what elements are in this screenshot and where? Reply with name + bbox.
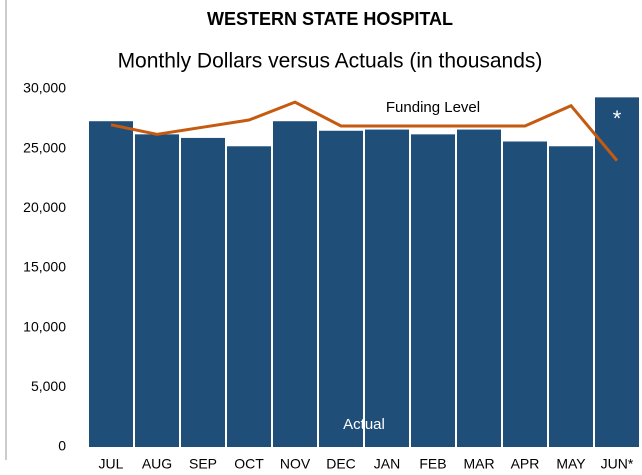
y-tick-label: 20,000 [23,199,66,215]
bar [135,134,179,447]
y-tick-label: 30,000 [23,80,66,96]
bar [273,121,317,447]
x-tick-label: JUL [99,456,124,472]
x-tick-label: MAR [463,456,494,472]
x-tick-label: NOV [280,456,311,472]
bar [549,146,593,447]
bar [365,129,409,447]
x-tick-label: OCT [234,456,264,472]
y-tick-label: 10,000 [23,318,66,334]
x-tick-label: DEC [326,456,356,472]
bar [411,134,455,447]
bar [595,97,639,447]
series-label: Funding Level [386,99,480,116]
bar [227,146,271,447]
x-tick-label: JUN* [601,456,634,472]
y-tick-label: 0 [58,438,66,454]
y-tick-label: 5,000 [31,378,66,394]
line [110,100,619,162]
x-tick-label: FEB [419,456,446,472]
chart-subtitle: Monthly Dollars versus Actuals (in thous… [118,50,543,73]
x-tick-label: MAY [556,456,586,472]
y-tick-label: 25,000 [23,139,66,155]
bar [457,129,501,447]
x-tick-label: JAN [374,456,400,472]
y-tick-label: 15,000 [23,259,66,275]
bar [89,121,133,447]
annotation: * [613,106,622,131]
x-tick-label: APR [511,456,540,472]
bar [319,130,363,447]
x-tick-label: AUG [142,456,172,472]
x-tick-label: SEP [189,456,217,472]
chart-title: WESTERN STATE HOSPITAL [207,9,453,29]
bar [181,137,225,447]
series-label: Actual [343,416,385,433]
bar [503,141,547,448]
